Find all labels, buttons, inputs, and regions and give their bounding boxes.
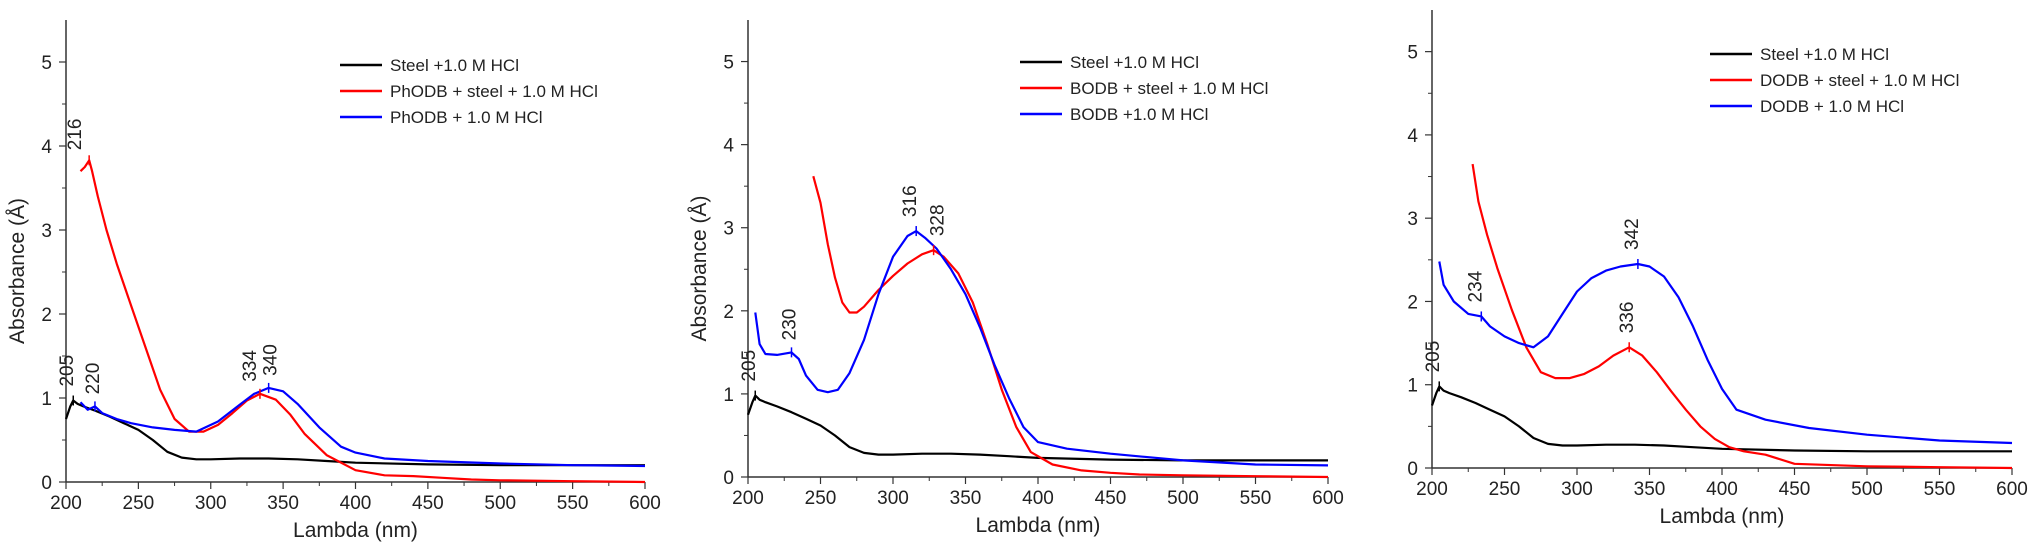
x-tick-label: 350: [1634, 479, 1666, 500]
x-tick-label: 300: [1561, 479, 1593, 500]
y-tick-label: 5: [723, 53, 734, 74]
x-tick-label: 500: [484, 493, 516, 514]
x-tick-label: 550: [1924, 479, 1956, 500]
x-tick-label: 450: [1779, 479, 1811, 500]
legend-label: Steel +1.0 M HCl: [1760, 45, 1889, 64]
y-tick-label: 2: [1407, 292, 1418, 313]
y-tick-label: 0: [41, 473, 52, 494]
series-line-1: [746, 394, 1328, 462]
x-tick-label: 200: [732, 488, 764, 509]
x-tick-label: 550: [557, 493, 589, 514]
series-line-2: [1471, 163, 2013, 470]
x-axis-title: Lambda (nm): [976, 514, 1101, 537]
series-line-2: [79, 159, 646, 484]
series-line-3: [79, 386, 646, 468]
series-line-3: [754, 230, 1329, 467]
x-tick-label: 600: [1996, 479, 2028, 500]
y-tick-label: 5: [1407, 43, 1418, 64]
chart-panel-1: 200 250 300 350 400 450 500 550 600 0 1 2 3 4 5 Lambda …: [6, 20, 661, 542]
x-tick-label: 200: [1416, 479, 1448, 500]
peak-label: 230: [780, 309, 801, 341]
chart-panel-2: 200 250 300 350 400 450 500 550 600 0 1 2 3 4 5 Lambda …: [688, 20, 1344, 537]
y-tick-label: 4: [1407, 126, 1418, 147]
peak-label: 342: [1622, 218, 1643, 250]
x-tick-label: 400: [340, 493, 372, 514]
y-tick-label: 3: [723, 219, 734, 240]
y-tick-label: 1: [723, 385, 734, 406]
x-tick-label: 400: [1022, 488, 1054, 509]
legend-label: PhODB + 1.0 M HCl: [390, 108, 543, 127]
y-tick-label: 2: [41, 305, 52, 326]
peak-label: 205: [739, 350, 760, 382]
peak-label: 334: [240, 350, 261, 382]
legend-label: Steel +1.0 M HCl: [390, 56, 519, 75]
y-tick-label: 1: [41, 389, 52, 410]
legend-label: BODB +1.0 M HCl: [1070, 105, 1208, 124]
x-tick-label: 250: [805, 488, 837, 509]
legend-label: Steel +1.0 M HCl: [1070, 53, 1199, 72]
series-line-2: [812, 175, 1329, 479]
y-tick-label: 1: [1407, 376, 1418, 397]
x-tick-label: 250: [1489, 479, 1521, 500]
x-tick-label: 550: [1240, 488, 1272, 509]
chart-panel-3: 200 250 300 350 400 450 500 550 600012345Lambda …: [1407, 10, 2028, 528]
x-tick-label: 300: [877, 488, 909, 509]
peak-label: 316: [900, 185, 921, 217]
peak-label: 336: [1617, 302, 1638, 334]
series-line-1: [1430, 385, 2012, 453]
legend-label: DODB + steel + 1.0 M HCl: [1760, 71, 1959, 90]
x-axis-title: Lambda (nm): [1660, 505, 1785, 528]
y-tick-label: 5: [41, 53, 52, 74]
x-tick-label: 600: [1312, 488, 1344, 509]
x-tick-label: 450: [412, 493, 444, 514]
legend-label: PhODB + steel + 1.0 M HCl: [390, 82, 598, 101]
peak-label: 216: [65, 119, 86, 151]
x-axis-title: Lambda (nm): [293, 519, 418, 542]
peak-label: 205: [57, 355, 78, 387]
peak-label: 205: [1423, 341, 1444, 373]
y-axis-title: Absorbance (Å): [6, 198, 29, 344]
y-tick-label: 4: [41, 137, 52, 158]
legend-label: BODB + steel + 1.0 M HCl: [1070, 79, 1268, 98]
y-tick-label: 0: [723, 468, 734, 489]
peak-label: 220: [83, 363, 104, 395]
series-line-3: [1438, 261, 2013, 445]
x-tick-label: 400: [1706, 479, 1738, 500]
y-tick-label: 2: [723, 302, 734, 323]
x-tick-label: 300: [195, 493, 227, 514]
peak-label: 340: [261, 344, 282, 376]
legend-label: DODB + 1.0 M HCl: [1760, 97, 1904, 116]
x-tick-label: 200: [50, 493, 82, 514]
series-line-1: [64, 399, 645, 467]
x-tick-label: 450: [1095, 488, 1127, 509]
x-tick-label: 250: [123, 493, 155, 514]
x-tick-label: 350: [267, 493, 299, 514]
peak-label: 234: [1465, 270, 1486, 302]
x-tick-label: 500: [1167, 488, 1199, 509]
x-tick-label: 500: [1851, 479, 1883, 500]
y-tick-label: 0: [1407, 459, 1418, 480]
x-tick-label: 600: [629, 493, 661, 514]
y-tick-label: 3: [1407, 209, 1418, 230]
x-tick-label: 350: [950, 488, 982, 509]
y-tick-label: 3: [41, 221, 52, 242]
y-axis-title: Absorbance (Å): [688, 196, 711, 342]
y-tick-label: 4: [723, 136, 734, 157]
peak-label: 328: [928, 204, 949, 236]
